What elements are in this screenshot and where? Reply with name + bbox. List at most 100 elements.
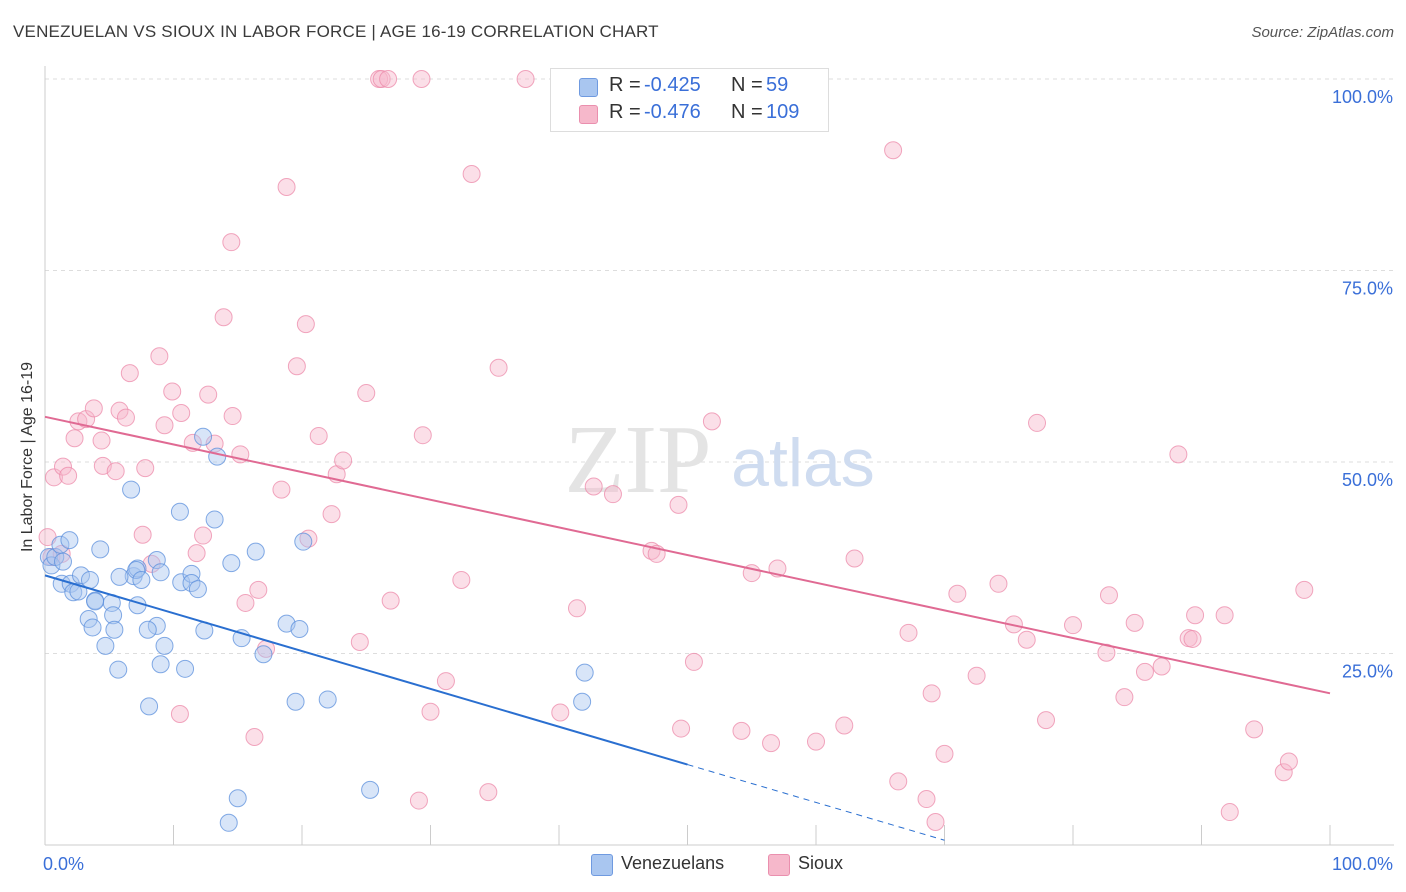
sioux-point (807, 732, 825, 751)
sioux-point (1274, 763, 1293, 782)
sioux-point (845, 549, 864, 568)
venezuelan-point (361, 780, 380, 799)
sioux-point (899, 623, 918, 642)
venezuelan-point (208, 447, 227, 466)
sioux-point (106, 462, 125, 481)
sioux-point (732, 721, 751, 740)
sioux-point (214, 308, 233, 327)
r-value: -0.425 (644, 74, 701, 96)
sioux-point (1152, 657, 1171, 676)
sioux-point (889, 772, 908, 791)
sioux-point (551, 703, 570, 722)
venezuelan-point (246, 542, 265, 561)
sioux-point (967, 666, 986, 685)
sioux-point (917, 790, 936, 809)
legend-label: Sioux (798, 853, 844, 873)
sioux-point (223, 407, 242, 426)
venezuelan-point (86, 592, 105, 611)
sioux-point (163, 382, 182, 401)
stats-row-venezuelans: R = -0.425 N = 59 (551, 74, 828, 100)
sioux-point (669, 495, 688, 514)
venezuelan-point (575, 663, 594, 682)
sioux-point (287, 357, 306, 376)
venezuelan-point (170, 502, 189, 521)
venezuelan-point (286, 692, 305, 711)
chart-title: VENEZUELAN VS SIOUX IN LABOR FORCE | AGE… (13, 22, 659, 41)
sioux-point (584, 477, 603, 496)
venezuelan-point (138, 620, 157, 639)
sioux-point (65, 429, 84, 448)
trend-lines (44, 415, 1331, 841)
sioux-point (249, 580, 268, 599)
venezuelans-trend-line (44, 574, 688, 766)
sioux-point (187, 544, 206, 563)
sioux-point (150, 347, 169, 366)
venezuelan-point (104, 606, 123, 625)
venezuelan-point (151, 655, 170, 674)
venezuelan-point (110, 567, 129, 586)
venezuelan-point (42, 556, 61, 575)
sioux-point (170, 705, 189, 724)
venezuelan-point (53, 552, 72, 571)
venezuelan-point (219, 813, 238, 832)
sioux-point (155, 416, 174, 435)
venezuelan-point (127, 561, 146, 580)
sioux-point (409, 791, 428, 810)
sioux-point (1037, 711, 1056, 730)
sioux-point (603, 485, 622, 504)
sioux-point (120, 364, 139, 383)
venezuelan-point (228, 789, 247, 808)
sioux-point (245, 727, 264, 746)
n-label: N = (731, 101, 763, 123)
sioux-point (172, 403, 191, 422)
axes (44, 66, 1394, 846)
sioux-point (272, 480, 291, 499)
legend-item-sioux[interactable]: Sioux (768, 852, 858, 876)
venezuelan-point (105, 620, 124, 639)
venezuelan-point (122, 480, 141, 499)
sioux-point (922, 684, 941, 703)
venezuelan-point (205, 510, 224, 529)
sioux-point (1125, 613, 1144, 632)
sioux-swatch (579, 105, 598, 124)
sioux-point (489, 358, 508, 377)
sioux-point (116, 408, 135, 427)
venezuelan-point (254, 645, 273, 664)
venezuelan-point (573, 692, 592, 711)
y-tick-label: 75.0% (1342, 279, 1393, 299)
n-label: N = (731, 74, 763, 96)
venezuelan-point (176, 659, 195, 678)
sioux-point (381, 591, 400, 610)
sioux-point (462, 164, 481, 183)
venezuelan-point (290, 619, 309, 638)
n-value: 59 (766, 74, 789, 96)
venezuelans-trend-extension (687, 764, 945, 841)
stats-box: R = -0.425 N = 59 R = -0.476 N = 109 (550, 68, 829, 132)
sioux-point (84, 399, 103, 418)
sioux-trend-line (44, 415, 1331, 695)
sioux-point (516, 70, 535, 88)
sioux-point (1186, 606, 1205, 625)
stats-row-sioux: R = -0.476 N = 109 (551, 101, 828, 127)
sioux-point (1220, 803, 1239, 822)
legend-item-venezuelans[interactable]: Venezuelans (591, 852, 741, 876)
sioux-point (684, 652, 703, 671)
venezuelan-point (140, 697, 159, 716)
sioux-point (199, 385, 218, 404)
venezuelan-point (294, 532, 313, 551)
y-tick-label: 25.0% (1342, 662, 1393, 682)
venezuelan-point (151, 563, 170, 582)
sioux-point (1064, 616, 1082, 635)
sioux-point (133, 525, 152, 544)
venezuelan-point (79, 610, 98, 629)
legend-label: Venezuelans (621, 853, 725, 873)
sioux-point (53, 457, 72, 476)
sioux-point (357, 384, 376, 403)
sioux-point (1215, 606, 1234, 625)
sioux-point (436, 672, 455, 691)
y-tick-label: 50.0% (1342, 470, 1393, 490)
sioux-point (296, 315, 315, 334)
x-tick-label: 0.0% (43, 854, 84, 874)
venezuelans-swatch (579, 78, 598, 97)
